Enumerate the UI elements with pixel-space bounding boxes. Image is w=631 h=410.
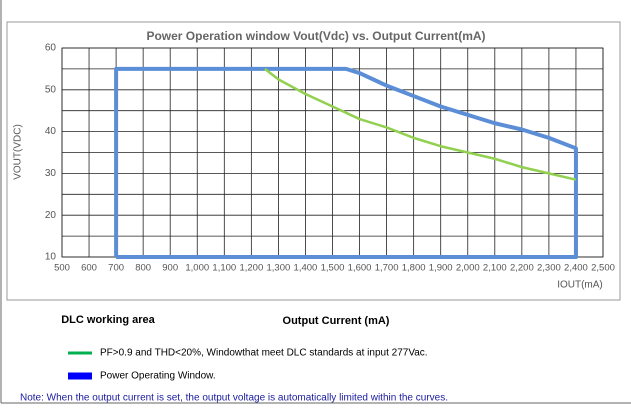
y-tick-label: 20 xyxy=(45,210,57,221)
x-tick-label: 2,200 xyxy=(510,263,534,274)
series-line xyxy=(114,66,578,259)
y-tick-label: 10 xyxy=(45,252,57,263)
x-tick-label: 900 xyxy=(162,263,178,274)
x-tick-label: 500 xyxy=(54,263,70,274)
x-tick-label: 1,700 xyxy=(375,263,399,274)
legend-swatch xyxy=(68,372,92,380)
legend-label: Power Operating Window. xyxy=(100,371,216,382)
x-tick-label: 2,400 xyxy=(564,263,588,274)
annotation: Output Current (mA) xyxy=(283,315,390,327)
x-tick-label: 600 xyxy=(81,263,97,274)
x-tick-label: 1,100 xyxy=(212,263,236,274)
x-tick-label: 2,300 xyxy=(537,263,561,274)
y-tick-label: 50 xyxy=(45,84,57,95)
y-axis-label: VOUT(VDC) xyxy=(13,124,24,180)
x-tick-label: 1,500 xyxy=(321,263,345,274)
annotation: DLC working area xyxy=(61,314,155,326)
x-tick-label: 2,500 xyxy=(591,263,615,274)
x-tick-label: 1,000 xyxy=(185,263,209,274)
x-tick-label: 1,300 xyxy=(267,263,291,274)
chart-box xyxy=(6,21,621,301)
chart-title: Power Operation window Vout(Vdc) vs. Out… xyxy=(146,29,485,43)
x-tick-label: 1,200 xyxy=(239,263,263,274)
x-tick-label: 1,900 xyxy=(429,263,453,274)
x-tick-label: 1,400 xyxy=(294,263,318,274)
x-tick-label: 800 xyxy=(135,263,151,274)
y-tick-label: 40 xyxy=(45,126,57,137)
x-tick-label: 2,100 xyxy=(483,263,507,274)
x-tick-label: 700 xyxy=(108,263,124,274)
y-tick-label: 30 xyxy=(45,168,57,179)
x-tick-label: 2,000 xyxy=(456,263,480,274)
x-tick-label: 1,600 xyxy=(348,263,372,274)
x-tick-label: 1,800 xyxy=(402,263,426,274)
y-tick-label: 60 xyxy=(45,43,57,54)
legend-label: PF>0.9 and THD<20%, Windowthat meet DLC … xyxy=(100,348,428,359)
series-line xyxy=(264,67,577,181)
x-axis-label: IOUT(mA) xyxy=(557,280,603,291)
note: Note: When the output current is set, th… xyxy=(20,393,448,404)
